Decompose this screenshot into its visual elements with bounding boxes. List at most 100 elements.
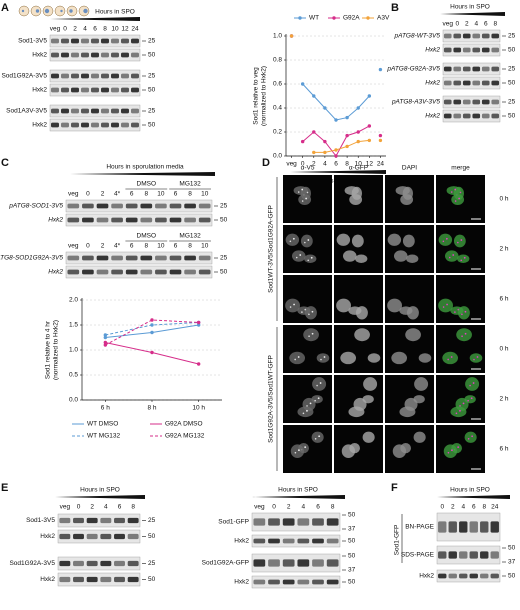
focus <box>467 437 470 440</box>
lane-label: 2 <box>287 504 291 511</box>
focus <box>311 332 314 335</box>
time-arrow <box>55 495 145 499</box>
band <box>96 203 109 209</box>
focus <box>462 402 465 405</box>
band <box>297 579 310 585</box>
legend-dot <box>298 16 302 20</box>
data-point <box>345 144 349 149</box>
lane-label: 6 <box>130 243 134 250</box>
data-point <box>334 154 338 158</box>
nucleus <box>285 233 300 246</box>
panel-label: D <box>262 157 270 169</box>
mw-marker: 25 <box>508 33 516 40</box>
x-tick-label: 4 <box>323 161 327 168</box>
focus <box>442 240 445 243</box>
nucleus <box>443 444 458 458</box>
band <box>459 573 468 579</box>
mw-marker: 50 <box>148 533 156 540</box>
focus <box>295 256 298 259</box>
band <box>453 80 462 86</box>
band <box>100 533 112 540</box>
nucleus <box>297 406 314 418</box>
band <box>91 73 99 79</box>
band <box>111 255 123 261</box>
focus <box>310 256 313 259</box>
nucleus <box>453 234 466 248</box>
data-point <box>378 67 383 72</box>
band <box>312 579 324 585</box>
focus <box>458 197 461 200</box>
mw-marker: 37 <box>508 559 516 566</box>
band <box>155 255 167 261</box>
band <box>81 38 89 44</box>
focus <box>307 259 310 262</box>
lane-label: 10 <box>201 243 209 250</box>
nucleus <box>393 250 408 262</box>
band <box>125 217 138 223</box>
band <box>459 551 468 559</box>
lane-label: 8 <box>188 243 192 250</box>
x-tick-label: veg <box>286 161 297 168</box>
band <box>169 217 182 223</box>
x-tick-label: 10 <box>355 161 363 168</box>
nucleus <box>298 194 312 205</box>
lane-label: 8 <box>188 191 192 198</box>
mw-marker: 25 <box>220 203 228 210</box>
nucleus <box>406 306 419 320</box>
focus <box>314 437 317 440</box>
focus <box>297 356 300 358</box>
band <box>121 108 129 114</box>
lane-label: 10 <box>201 191 209 198</box>
band <box>453 47 462 53</box>
band <box>111 269 123 275</box>
band <box>481 113 490 119</box>
data-point <box>312 94 316 98</box>
band <box>491 113 500 119</box>
lane-label: 8 <box>144 191 148 198</box>
nucleus <box>391 351 408 365</box>
band <box>268 538 280 544</box>
focus <box>448 256 451 259</box>
band <box>125 269 138 275</box>
data-point <box>345 115 349 120</box>
focus <box>294 358 296 361</box>
y-tick-label: 0.0 <box>69 397 78 404</box>
band <box>169 269 182 275</box>
band <box>198 255 211 261</box>
time-arrow <box>437 495 510 499</box>
band <box>59 517 71 524</box>
band <box>101 38 109 44</box>
band <box>198 203 211 209</box>
band <box>453 33 462 39</box>
band <box>480 521 489 533</box>
lane-label: veg <box>50 26 61 33</box>
band <box>326 518 339 526</box>
row-label: Sod1A3V-3V5 <box>6 108 47 115</box>
focus <box>311 310 314 313</box>
nucleus <box>304 306 317 320</box>
legend-label: G92A MG132 <box>165 433 205 440</box>
y-tick-label: 1.0 <box>69 347 78 354</box>
band <box>448 573 457 579</box>
focus <box>308 335 310 338</box>
data-point <box>334 118 338 122</box>
band <box>111 87 119 93</box>
band <box>61 108 69 114</box>
band <box>73 560 84 567</box>
band <box>472 99 481 105</box>
data-point <box>150 318 154 322</box>
mw-marker: 50 <box>148 122 156 129</box>
blot-strip <box>251 512 341 532</box>
lane-label: 2 <box>101 191 105 198</box>
row-label: pATG8-SOD1-3V5 <box>8 203 63 210</box>
band <box>312 559 324 567</box>
band <box>155 217 167 223</box>
band <box>131 122 139 128</box>
mw-marker: 37 <box>348 526 356 533</box>
band <box>111 73 119 79</box>
nucleus <box>362 395 374 404</box>
band <box>297 559 310 567</box>
data-point <box>367 124 372 128</box>
data-point <box>312 150 316 155</box>
